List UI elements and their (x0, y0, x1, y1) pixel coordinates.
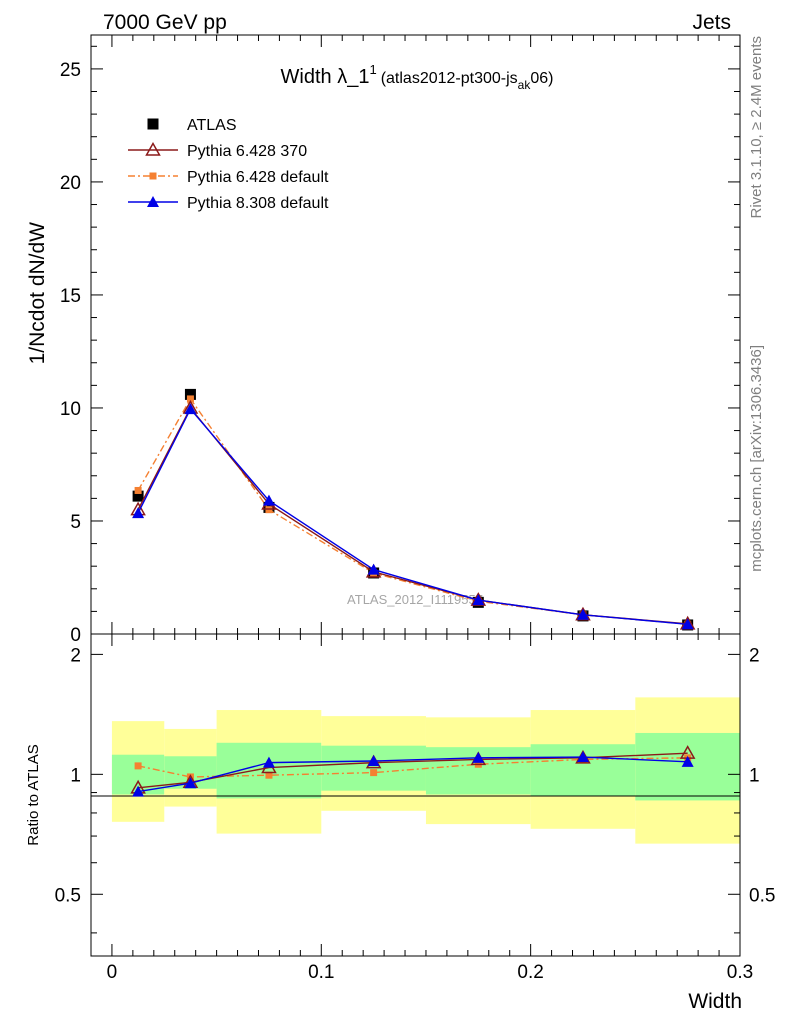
ratio-plot-frame (90, 633, 741, 957)
ratio-uncertainty-bands (111, 697, 740, 844)
ratio-series-p8_default (132, 751, 694, 797)
x-tick-label: 0.3 (727, 962, 753, 983)
legend-items (128, 118, 178, 207)
data-point-p8_default (262, 494, 275, 506)
ratio-point-p8_default (576, 751, 589, 763)
plot-title-superscript: 1 (369, 62, 376, 77)
series-line-p6_default (137, 397, 688, 625)
rivet-label: Rivet 3.1.10, ≥ 2.4M events (748, 36, 765, 219)
ratio-series-group (130, 745, 696, 797)
main-y-tick-label: 25 (60, 60, 81, 81)
process-label: Jets (692, 11, 731, 34)
ratio-y-tick-labels-right: 0.5 1 2 (749, 645, 775, 906)
legend: ATLAS Pythia 6.428 370 Pythia 6.428 defa… (128, 117, 329, 212)
data-point-data (184, 388, 196, 400)
data-point-p8_default (472, 594, 485, 606)
ratio-point-p8_default (262, 756, 275, 768)
band-inner (216, 742, 322, 799)
data-point-p8_default (681, 618, 694, 630)
ratio-point-p8_default (681, 755, 694, 767)
ratio-point-p6_default (370, 769, 378, 777)
data-point-p8_default (184, 403, 197, 415)
plot-title-main: Width λ_1 (281, 66, 370, 88)
main-y-tick-labels: 0 5 10 15 20 25 (60, 60, 81, 646)
ratio-point-p8_default (367, 755, 380, 767)
ratio-axis-ticks (91, 634, 741, 956)
data-point-p8_default (132, 507, 145, 519)
main-y-tick-label: 15 (60, 286, 81, 307)
data-point-p6_default (186, 395, 194, 403)
plot-title: Width λ_11 (atlas2012-pt300-jsak06) (281, 62, 554, 92)
legend-marker-p6_default (149, 172, 157, 180)
ratio-y-tick-labels: 0.5 1 2 (55, 645, 81, 906)
legend-marker-p6_370 (145, 141, 161, 156)
ratio-point-p8_default (132, 785, 145, 797)
ratio-point-p8_default (184, 777, 197, 789)
energy-label: 7000 GeV pp (103, 11, 227, 34)
main-y-tick-label: 20 (60, 173, 81, 194)
ratio-y-axis-label: Ratio to ATLAS (25, 744, 42, 845)
main-y-tick-label: 0 (70, 625, 81, 646)
main-plot: 0 5 10 15 20 25 1/Ncdot dN/dW Width λ_11 (atla… (26, 34, 741, 646)
x-tick-labels: 0 0.1 0.2 0.3 (107, 962, 754, 983)
plot-title-paren-open: (atlas2012-pt300-js (381, 70, 518, 87)
ratio-y-tick-label-right: 2 (749, 645, 760, 666)
legend-label-p6-370: Pythia 6.428 370 (187, 143, 307, 160)
ratio-y-tick-label-right: 1 (749, 765, 760, 786)
x-tick-label: 0.2 (517, 962, 543, 983)
series-p8_default (132, 403, 694, 630)
x-tick-label: 0 (107, 962, 118, 983)
legend-label-p6-default: Pythia 6.428 default (187, 169, 329, 186)
watermark: ATLAS_2012_I1119557 (347, 592, 483, 607)
main-axis-ticks (91, 35, 741, 635)
main-y-tick-label: 5 (70, 512, 81, 533)
data-point-p8_default (576, 608, 589, 620)
ratio-y-tick-label: 1 (70, 765, 81, 786)
main-y-axis-label: 1/Ncdot dN/dW (26, 222, 49, 365)
ratio-point-p8_default (472, 751, 485, 763)
x-axis-label: Width (688, 990, 742, 1013)
ratio-y-tick-label: 0.5 (55, 885, 81, 906)
ratio-point-p6_default (265, 771, 273, 779)
plot-title-paren-close: 06) (530, 70, 553, 87)
ratio-point-p6_default (134, 762, 142, 770)
data-point-data (132, 490, 144, 502)
data-point-p8_default (367, 563, 380, 575)
ratio-plot: 0.5 1 2 0.5 1 2 0 0.1 0.2 0.3 Ratio to ATLAS Wi… (25, 633, 775, 1013)
plot-title-subscript: ak (518, 78, 532, 92)
main-series-group (130, 388, 696, 631)
legend-marker-data (147, 118, 159, 130)
legend-marker-p8_default (147, 196, 159, 207)
source-label: mcplots.cern.ch [arXiv:1306.3436] (748, 345, 765, 572)
x-tick-label: 0.1 (308, 962, 334, 983)
ratio-y-tick-label: 2 (70, 645, 81, 666)
main-y-tick-label: 10 (60, 399, 81, 420)
legend-label-atlas: ATLAS (187, 117, 237, 134)
data-point-p6_default (134, 486, 142, 494)
ratio-y-tick-label-right: 0.5 (749, 885, 775, 906)
legend-label-p8-default: Pythia 8.308 default (187, 195, 329, 212)
